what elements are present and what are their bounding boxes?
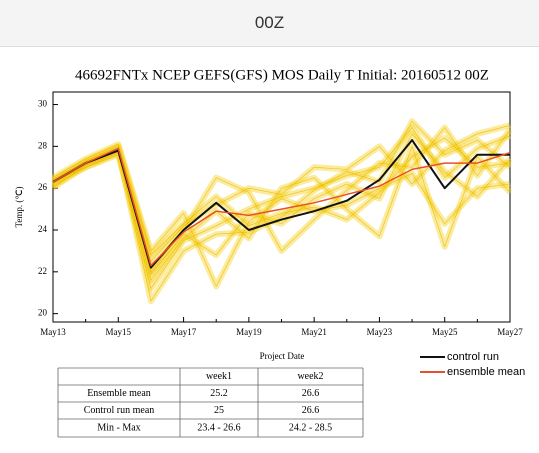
- x-tick-label: May17: [171, 327, 197, 337]
- y-tick-label: 22: [38, 266, 47, 276]
- y-tick-label: 24: [38, 224, 48, 234]
- table-cell: 23.4 - 26.6: [197, 422, 240, 433]
- x-tick-label: May19: [236, 327, 262, 337]
- legend-label: control run: [447, 351, 499, 363]
- y-axis-label: Temp. (℃): [14, 187, 24, 228]
- tab-label: 00Z: [254, 13, 285, 32]
- y-tick-label: 28: [38, 140, 48, 150]
- x-axis-label: Project Date: [260, 351, 305, 361]
- table-header: week2: [297, 371, 323, 382]
- legend-label: ensemble mean: [447, 366, 525, 378]
- member-line: [52, 127, 511, 289]
- table: week1 week2 Ensemble mean 25.2 26.6 Control r…: [57, 367, 364, 438]
- table-row-label: Control run mean: [84, 405, 155, 416]
- table-cell: 25: [214, 405, 224, 416]
- x-tick-label: May27: [497, 327, 523, 337]
- x-tick-label: May21: [301, 327, 327, 337]
- chart-title: 46692FNTx NCEP GEFS(GFS) MOS Daily T Ini…: [75, 67, 489, 83]
- member-line: [52, 143, 511, 287]
- member-line: [52, 146, 511, 281]
- x-tick-label: May15: [106, 327, 132, 337]
- y-tick-label: 30: [38, 99, 48, 109]
- x-tick-label: May13: [40, 327, 66, 337]
- tab[interactable]: 00Z: [0, 0, 539, 47]
- table-row-label: Min - Max: [97, 422, 140, 433]
- plot-frame: [52, 91, 511, 323]
- table-cell: 25.2: [210, 388, 228, 399]
- table-cell: 26.6: [302, 405, 320, 416]
- member-line: [52, 137, 511, 256]
- series-line: [52, 147, 511, 267]
- x-tick-label: May23: [367, 327, 393, 337]
- table-row-label: Ensemble mean: [87, 388, 151, 399]
- member-line: [52, 120, 511, 302]
- y-tick-label: 20: [38, 308, 48, 318]
- table-header: week1: [206, 371, 232, 382]
- y-tick-label: 26: [38, 182, 48, 192]
- x-tick-label: May25: [432, 327, 458, 337]
- table-cell: 24.2 - 28.5: [289, 422, 332, 433]
- table-cell: 26.6: [302, 388, 320, 399]
